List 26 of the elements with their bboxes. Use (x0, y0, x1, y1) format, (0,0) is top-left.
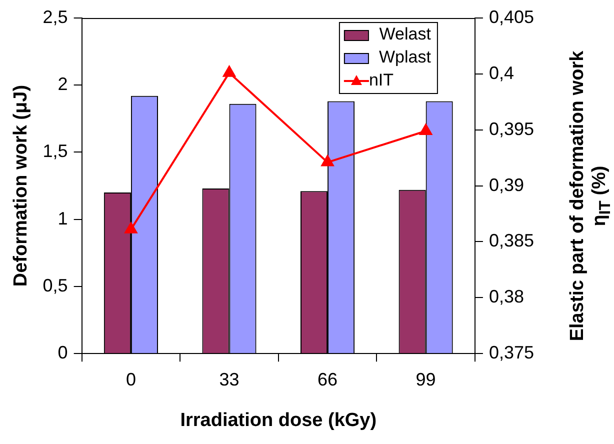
y2-tick-label: 0,38 (488, 286, 524, 307)
y2-tick-label: 0,4 (488, 62, 514, 83)
y-tick-label: 0 (58, 342, 68, 363)
y2-tick-label: 0,375 (488, 342, 534, 363)
point (223, 66, 236, 77)
x-tick-label: 0 (126, 369, 136, 390)
y2-tick-label: 0,405 (488, 6, 534, 27)
y-tick-label: 0,5 (42, 275, 68, 296)
y2-tick-label: 0,395 (488, 118, 534, 139)
x-tick-label: 33 (219, 369, 240, 390)
y-tick-label: 1,5 (42, 141, 68, 162)
x-tick-label: 66 (318, 369, 338, 390)
point (124, 222, 138, 234)
y-axis-title: Deformation work (μJ) (10, 84, 32, 287)
y2-tick-label: 0,39 (488, 174, 524, 195)
point (321, 155, 334, 166)
x-axis-title: Irradiation dose (kGy) (180, 410, 377, 431)
y-tick-label: 1 (58, 208, 68, 228)
legend-label: Wplast (378, 48, 432, 67)
x-tick-label: 99 (416, 369, 436, 390)
y2-tick-label: 0,385 (488, 230, 534, 251)
y-tick-label: 2 (58, 74, 68, 94)
legend-label: Welast (379, 24, 432, 44)
point (420, 124, 432, 135)
legend-label: nIT (368, 70, 394, 90)
y-tick-label: 2,5 (42, 6, 68, 27)
